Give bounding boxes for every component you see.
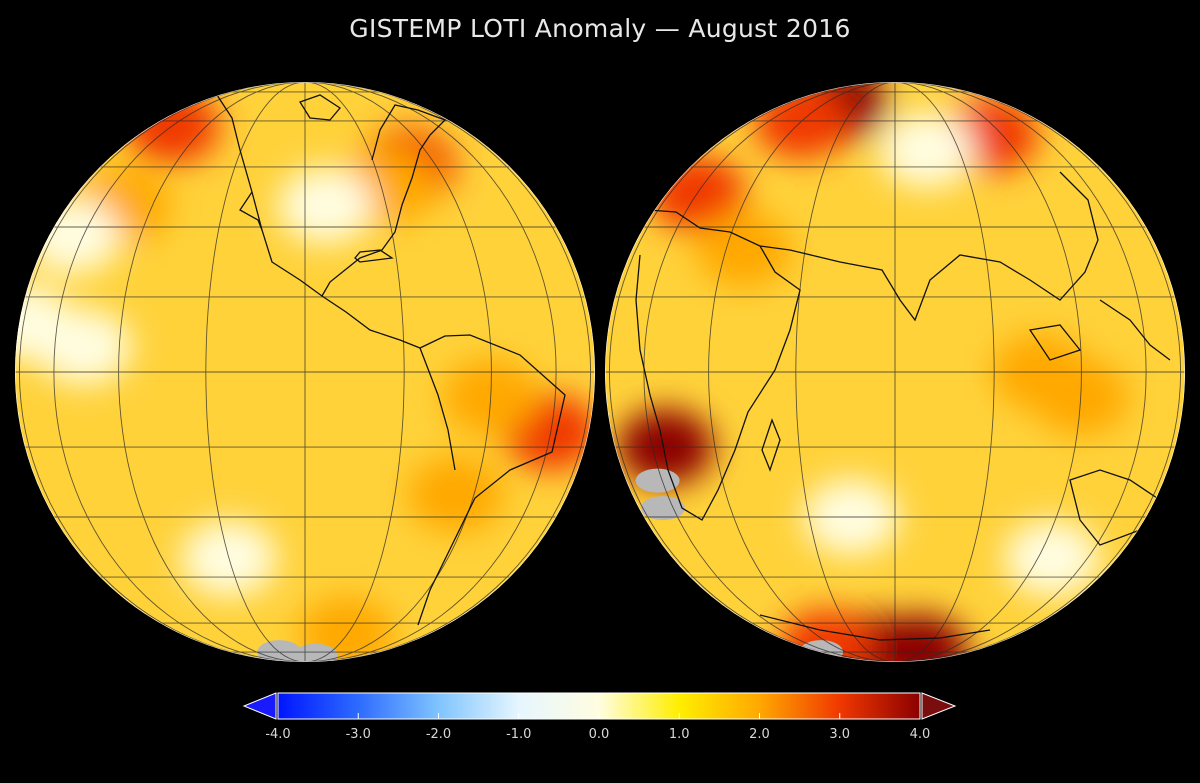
eastern-graticule <box>605 82 1185 662</box>
colorbar-tick-label: 1.0 <box>668 727 690 742</box>
colorbar-tick-label: 3.0 <box>829 727 851 742</box>
eastern-hemisphere-missing-1 <box>640 496 685 521</box>
meridian-line <box>643 82 896 662</box>
meridian-line <box>118 82 306 662</box>
colorbar-tick-marks <box>277 713 921 719</box>
eastern-hemisphere-globe <box>605 82 1185 662</box>
meridian-line <box>894 82 1082 662</box>
meridian-line <box>304 82 592 662</box>
americas-coastline <box>214 91 566 626</box>
colorbar-tick-label: 2.0 <box>749 727 770 742</box>
western-hemisphere-anomaly-5 <box>407 456 504 533</box>
eastern-hemisphere-anomaly-8 <box>879 111 976 188</box>
meridian-line <box>894 82 1147 662</box>
map-title: GISTEMP LOTI Anomaly — August 2016 <box>349 14 851 43</box>
colorbar-tick-label: 4.0 <box>909 727 931 742</box>
colorbar-tick-label: -2.0 <box>425 727 452 742</box>
meridian-line <box>894 82 995 662</box>
meridian-line <box>608 82 896 662</box>
colorbar-tick-label: -4.0 <box>265 727 291 742</box>
colorbar-tick-label: -3.0 <box>345 727 371 742</box>
meridian-line <box>304 82 557 662</box>
colorbar-tick-label: 0.0 <box>588 727 610 742</box>
meridian-line <box>894 82 1182 662</box>
colorbar-tick-label: -1.0 <box>506 727 532 742</box>
eastern-hemisphere-missing-0 <box>635 468 680 493</box>
meridian-line <box>53 82 306 662</box>
western-hemisphere-anomaly-7 <box>277 167 374 244</box>
western-graticule <box>15 82 595 662</box>
meridian-line <box>304 82 405 662</box>
meridian-line <box>304 82 492 662</box>
colorbar-over-arrow <box>921 692 957 720</box>
meridian-line <box>205 82 306 662</box>
meridian-line <box>18 82 306 662</box>
meridian-line <box>708 82 896 662</box>
colorbar-under-arrow <box>242 692 277 720</box>
meridian-line <box>795 82 896 662</box>
